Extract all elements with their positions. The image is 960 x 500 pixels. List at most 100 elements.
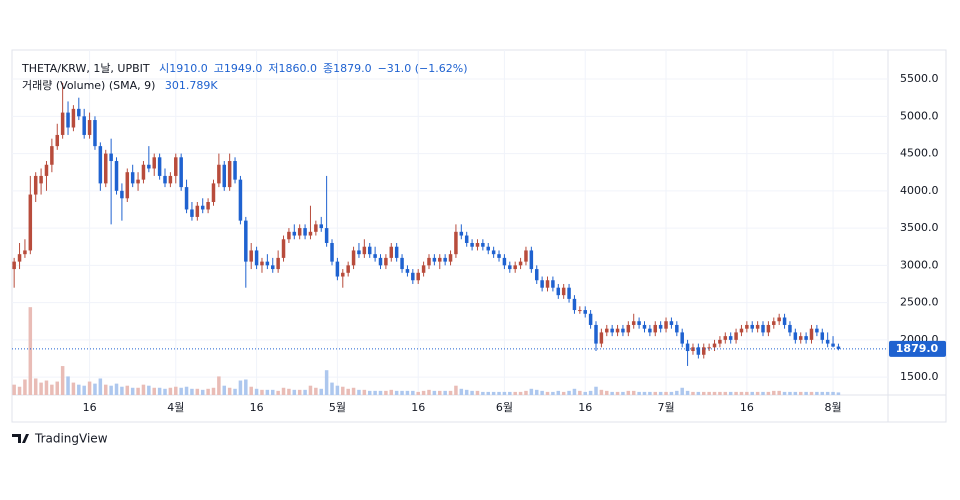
volume-bar bbox=[276, 390, 280, 395]
candle-body bbox=[825, 339, 830, 344]
y-tick-label: 1500.0 bbox=[900, 370, 939, 383]
volume-bar bbox=[400, 390, 404, 395]
volume-bar bbox=[405, 390, 410, 395]
candle-body bbox=[82, 116, 86, 135]
volume-bar bbox=[71, 382, 76, 395]
volume-bar bbox=[675, 390, 679, 395]
volume-bar bbox=[200, 389, 205, 395]
candle-body bbox=[836, 346, 841, 349]
candle-body bbox=[750, 324, 754, 329]
volume-bar bbox=[222, 385, 227, 395]
volume-bar bbox=[486, 391, 491, 395]
candle-body bbox=[696, 347, 701, 355]
candle-body bbox=[136, 179, 140, 184]
candle-body bbox=[491, 250, 496, 255]
candle-body bbox=[712, 343, 717, 348]
candle-body bbox=[513, 265, 517, 270]
candle-body bbox=[400, 257, 404, 270]
candle-body bbox=[685, 343, 690, 352]
volume-bar bbox=[33, 378, 38, 395]
volume-bar bbox=[470, 390, 474, 395]
volume-bar bbox=[260, 389, 264, 395]
candle-body bbox=[529, 250, 534, 270]
candle-body bbox=[798, 336, 803, 340]
volume-bar bbox=[249, 386, 253, 395]
candle-body bbox=[534, 269, 539, 281]
candle-body bbox=[707, 347, 711, 349]
chart-frame bbox=[11, 49, 947, 423]
candle-body bbox=[481, 242, 485, 247]
y-tick-label: 4000.0 bbox=[900, 184, 939, 197]
volume-bar bbox=[831, 391, 835, 395]
candle-body bbox=[66, 112, 70, 128]
candle-body bbox=[93, 120, 97, 147]
volume-bar bbox=[642, 391, 647, 395]
y-tick-label: 5000.0 bbox=[900, 109, 939, 122]
volume-bar bbox=[443, 390, 447, 395]
volume-bar bbox=[157, 387, 162, 395]
candle-body bbox=[287, 231, 291, 240]
volume-bar bbox=[540, 390, 544, 395]
volume-bar bbox=[605, 390, 609, 395]
candle-body bbox=[324, 228, 329, 243]
volume-bar bbox=[421, 390, 426, 395]
candle-body bbox=[524, 250, 528, 262]
candle-body bbox=[276, 257, 280, 270]
volume-bar bbox=[163, 388, 167, 395]
candle-body bbox=[303, 228, 307, 236]
volume-bar bbox=[238, 380, 243, 395]
logo-mark bbox=[12, 434, 29, 443]
candle-body bbox=[718, 339, 722, 344]
x-tick-label: 6월 bbox=[496, 401, 513, 414]
candle-body bbox=[308, 231, 313, 236]
candle-body bbox=[254, 250, 259, 266]
ohlc-value: 고1949.0 bbox=[213, 62, 263, 75]
candle-body bbox=[60, 112, 65, 135]
volume-bar bbox=[631, 390, 636, 395]
volume-bar bbox=[211, 387, 216, 395]
candle-body bbox=[637, 321, 641, 325]
volume-bar bbox=[728, 391, 733, 395]
candle-body bbox=[71, 108, 76, 128]
volume-bar bbox=[120, 386, 124, 395]
ohlc-value: 종1879.0 bbox=[322, 62, 372, 75]
volume-bar bbox=[491, 391, 496, 395]
volume-bar bbox=[578, 390, 582, 395]
volume-bar bbox=[416, 391, 420, 395]
volume-bar bbox=[615, 391, 620, 395]
candle-body bbox=[206, 202, 210, 210]
volume-bar bbox=[174, 386, 178, 395]
brand-name: TradingView bbox=[34, 432, 108, 446]
candle-body bbox=[728, 336, 733, 340]
candle-body bbox=[141, 164, 146, 180]
candle-body bbox=[39, 175, 43, 184]
candle-body bbox=[497, 254, 501, 258]
volume-bar bbox=[23, 379, 27, 395]
last-price-box bbox=[889, 340, 946, 357]
candle-body bbox=[120, 190, 124, 199]
candle-body bbox=[394, 246, 399, 258]
volume-bar bbox=[788, 391, 792, 395]
volume-bar bbox=[567, 390, 571, 395]
volume-bar bbox=[217, 376, 221, 395]
ohlc-value: 저1860.0 bbox=[268, 62, 317, 75]
candle-body bbox=[217, 164, 221, 184]
candle-body bbox=[227, 161, 232, 188]
candle-body bbox=[755, 324, 760, 329]
volume-bar bbox=[809, 391, 814, 395]
x-tick-label: 8월 bbox=[824, 401, 841, 414]
volume-bar bbox=[793, 391, 798, 395]
candle-body bbox=[648, 328, 652, 333]
volume-bar bbox=[12, 384, 16, 395]
candle-body bbox=[815, 328, 819, 333]
candle-body bbox=[669, 321, 674, 325]
candle-body bbox=[260, 261, 264, 266]
volume-bar bbox=[545, 391, 550, 395]
candle-body bbox=[174, 157, 178, 176]
ohlc-value: 시1910.0 bbox=[159, 62, 208, 75]
candle-body bbox=[367, 246, 372, 255]
candle-body bbox=[766, 324, 771, 333]
volume-bar bbox=[502, 391, 507, 395]
candle-body bbox=[168, 175, 173, 184]
